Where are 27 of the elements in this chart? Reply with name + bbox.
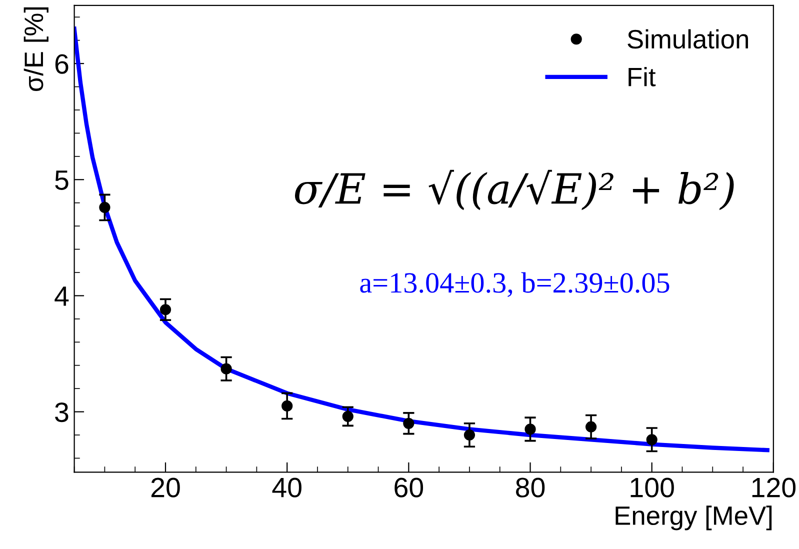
y-axis-title: σ/E [%] — [24, 7, 48, 92]
y-tick-label: 5 — [55, 170, 68, 190]
x-tick-label: 120 — [752, 478, 796, 498]
x-axis-title: Energy [MeV] — [616, 506, 772, 530]
point — [342, 410, 354, 422]
y-tick-label: 3 — [55, 402, 68, 422]
annotation: a=13.04±0.3, b=2.39±0.05 — [360, 272, 670, 297]
x-tick-label: 60 — [394, 478, 424, 498]
legend-label: Simulation — [628, 29, 748, 49]
x-tick-label: 80 — [516, 478, 545, 498]
point — [403, 418, 414, 429]
point — [646, 434, 658, 446]
x-tick-label: 40 — [272, 478, 302, 498]
point — [524, 424, 536, 435]
point — [585, 421, 597, 432]
point — [220, 363, 232, 374]
x-tick-label: 20 — [151, 478, 180, 498]
line-series — [74, 26, 770, 452]
y-tick-label: 6 — [55, 54, 68, 74]
point — [464, 429, 476, 441]
legend-label: Fit — [628, 67, 656, 86]
point — [160, 304, 172, 316]
annotation: σ/E = √((a/√E)² + b²) — [294, 170, 734, 210]
point — [99, 202, 110, 214]
x-tick-label: 100 — [630, 478, 674, 498]
point — [282, 400, 293, 412]
y-tick-label: 4 — [54, 286, 69, 306]
